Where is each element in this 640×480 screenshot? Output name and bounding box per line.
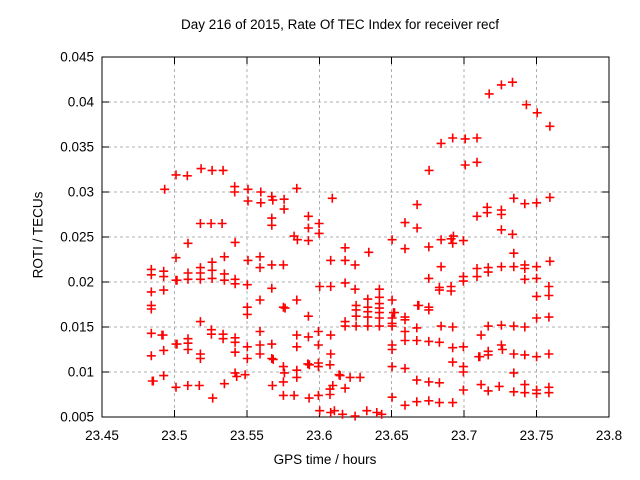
y-tick-label: 0.02	[68, 275, 94, 290]
y-tick-label: 0.03	[68, 185, 94, 200]
y-tick-label: 0.04	[68, 95, 95, 110]
x-tick-label: 23.55	[230, 428, 264, 443]
data-points-layer	[146, 77, 555, 421]
x-tick-label: 23.8	[596, 428, 622, 443]
y-tick-label: 0.005	[60, 410, 94, 425]
chart-title: Day 216 of 2015, Rate Of TEC Index for r…	[181, 17, 499, 32]
x-tick-label: 23.6	[306, 428, 332, 443]
y-tick-label: 0.035	[60, 140, 94, 155]
x-tick-label: 23.65	[375, 428, 409, 443]
y-tick-label: 0.045	[60, 50, 94, 65]
y-axis-label: ROTI / TECUs	[30, 191, 46, 279]
y-tick-label: 0.01	[68, 365, 94, 380]
x-tick-label: 23.45	[85, 428, 119, 443]
y-tick-label: 0.025	[60, 230, 94, 245]
x-axis-label: GPS time / hours	[273, 452, 377, 467]
y-tick-label: 0.015	[60, 320, 94, 335]
x-tick-label: 23.75	[520, 428, 554, 443]
x-tick-label: 23.7	[451, 428, 477, 443]
x-tick-label: 23.5	[161, 428, 187, 443]
